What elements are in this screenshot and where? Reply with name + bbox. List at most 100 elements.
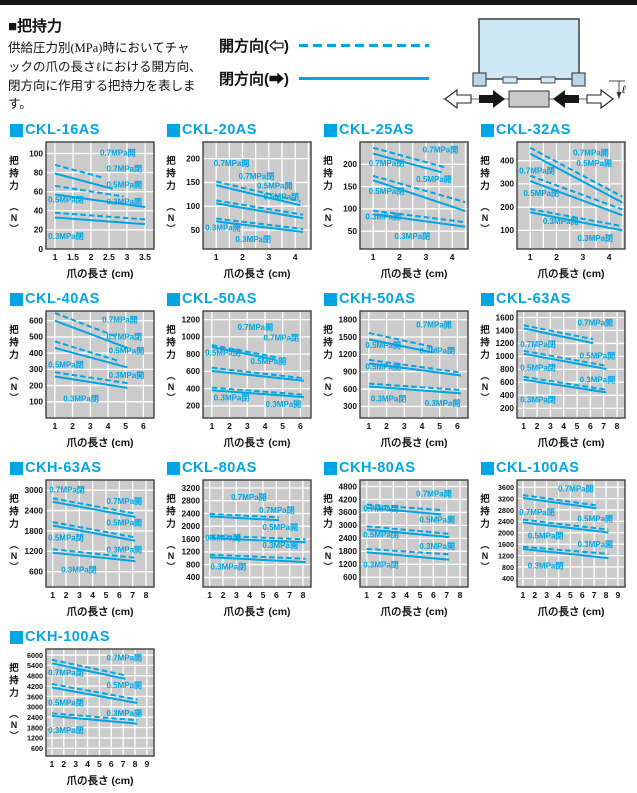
y-axis-label: 力 bbox=[166, 518, 176, 530]
series-label-0.5MPa開: 0.5MPa開 bbox=[106, 181, 142, 190]
y-tick-label: 4200 bbox=[339, 494, 358, 504]
x-tick-label: 1 bbox=[371, 252, 376, 262]
chart-CKL-63AS: CKL-63AS 0.7MPa開 0.7MPa閉 0.5MPa開 0.5MPa閉 0.3M… bbox=[477, 291, 632, 455]
series-line-0.5MPa開 bbox=[52, 521, 136, 539]
series-label-0.7MPa開: 0.7MPa開 bbox=[238, 323, 274, 332]
x-tick-label: 3 bbox=[125, 252, 130, 262]
series-line-0.7MPa閉 bbox=[54, 172, 113, 190]
series-label-0.7MPa閉: 0.7MPa閉 bbox=[519, 508, 555, 517]
series-line-0.3MPa開 bbox=[523, 375, 607, 391]
y-tick-label: 1800 bbox=[27, 723, 43, 732]
y-axis-unit: ︵ bbox=[165, 540, 175, 550]
y-tick-label: 1200 bbox=[339, 559, 358, 569]
chart-title-row: CKH-63AS bbox=[10, 460, 161, 476]
y-tick-label: 800 bbox=[186, 349, 200, 359]
y-tick-label: 1600 bbox=[498, 540, 514, 549]
y-axis-label: 力 bbox=[480, 349, 490, 361]
series-label-0.7MPa閉: 0.7MPa閉 bbox=[106, 165, 142, 174]
series-label-0.5MPa閉: 0.5MPa閉 bbox=[528, 531, 564, 540]
y-tick-label: 1200 bbox=[182, 314, 201, 324]
series-line-0.3MPa閉 bbox=[522, 548, 609, 560]
chart-title: CKL-40AS bbox=[25, 291, 100, 307]
y-axis-label: 力 bbox=[323, 349, 333, 361]
x-tick-label: 6 bbox=[274, 590, 279, 600]
x-tick-label: 2 bbox=[384, 421, 389, 431]
y-tick-label: 400 bbox=[29, 348, 43, 358]
series-label-0.3MPa開: 0.3MPa開 bbox=[425, 399, 461, 408]
series-line-0.5MPa閉 bbox=[372, 179, 466, 213]
section-title: ■把持力 bbox=[8, 18, 63, 35]
plot-border bbox=[202, 310, 312, 419]
x-tick-label: 4 bbox=[561, 421, 566, 431]
x-tick-label: 7 bbox=[601, 421, 606, 431]
y-axis-label: 持 bbox=[9, 337, 19, 349]
y-tick-label: 3200 bbox=[498, 494, 514, 503]
x-tick-label: 2 bbox=[227, 421, 232, 431]
series-label-0.3MPa閉: 0.3MPa閉 bbox=[48, 232, 84, 241]
x-tick-label: 4 bbox=[420, 421, 425, 431]
plot-border bbox=[45, 479, 155, 588]
x-axis-label: 爪の長さ (cm) bbox=[537, 437, 604, 449]
series-line-0.7MPa閉 bbox=[529, 152, 623, 204]
y-tick-label: 400 bbox=[186, 383, 200, 393]
series-label-0.7MPa開: 0.7MPa開 bbox=[100, 148, 136, 157]
x-tick-label: 9 bbox=[615, 590, 620, 600]
y-tick-label: 2800 bbox=[498, 506, 514, 515]
series-label-0.7MPa閉: 0.7MPa閉 bbox=[419, 346, 455, 355]
x-axis-label: 爪の長さ (cm) bbox=[223, 268, 290, 280]
y-tick-label: 1400 bbox=[496, 325, 515, 335]
y-tick-label: 1200 bbox=[27, 734, 43, 743]
series-line-0.5MPa閉 bbox=[211, 369, 305, 382]
series-label-0.3MPa閉: 0.3MPa閉 bbox=[48, 726, 84, 735]
series-label-0.5MPa閉: 0.5MPa閉 bbox=[205, 349, 241, 358]
series-label-0.7MPa開: 0.7MPa開 bbox=[106, 497, 142, 506]
series-label-0.5MPa開: 0.5MPa開 bbox=[580, 352, 616, 361]
chart-title-row: CKL-63AS bbox=[481, 291, 632, 307]
y-tick-label: 100 bbox=[186, 201, 200, 211]
series-line-0.5MPa開 bbox=[523, 349, 607, 367]
chart-title-row: CKL-100AS bbox=[481, 460, 632, 476]
series-line-0.7MPa開 bbox=[366, 503, 442, 512]
x-tick-label: 5 bbox=[261, 590, 266, 600]
x-tick-label: 1.5 bbox=[67, 252, 79, 262]
y-axis-label: 持 bbox=[9, 506, 19, 518]
y-axis-label: 持 bbox=[9, 168, 19, 180]
series-label-0.5MPa開: 0.5MPa開 bbox=[419, 515, 455, 524]
series-line-0.7MPa開 bbox=[523, 324, 594, 341]
y-tick-label: 200 bbox=[343, 159, 357, 169]
header-text: ■把持力 供給圧力別(MPa)時においてチャ ックの爪の長さℓにおける開方向、 … bbox=[8, 15, 207, 114]
chart-canvas: 0.7MPa開 0.7MPa閉 0.5MPa開 0.5MPa閉 0.3MPa開 0.3MP… bbox=[8, 310, 155, 449]
series-line-0.3MPa閉 bbox=[52, 551, 136, 563]
series-label-0.5MPa閉: 0.5MPa閉 bbox=[48, 698, 84, 707]
y-axis-unit: ︶ bbox=[165, 223, 175, 234]
chart-title: CKL-20AS bbox=[182, 122, 257, 138]
y-tick-label: 500 bbox=[29, 332, 43, 342]
series-label-0.7MPa閉: 0.7MPa閉 bbox=[49, 485, 85, 494]
y-axis-label: 把 bbox=[166, 324, 176, 336]
y-axis-label: 把 bbox=[480, 155, 490, 167]
chart-CKL-80AS: CKL-80AS 0.7MPa開 0.7MPa閉 0.5MPa開 0.5MPa閉 0.3M… bbox=[163, 460, 318, 624]
dimension-label: ℓ bbox=[621, 84, 626, 96]
series-label-0.3MPa閉: 0.3MPa閉 bbox=[235, 235, 271, 244]
y-axis-unit: ︵ bbox=[322, 540, 332, 550]
series-line-0.7MPa閉 bbox=[52, 500, 136, 519]
series-line-0.3MPa開 bbox=[52, 548, 136, 559]
series-label-0.5MPa閉: 0.5MPa閉 bbox=[263, 192, 299, 201]
chart-CKL-16AS: CKL-16AS 0.7MPa開 0.7MPa閉 0.5MPa開 0.5MPa閉 0.3M… bbox=[6, 122, 161, 286]
series-label-0.7MPa開: 0.7MPa開 bbox=[214, 159, 250, 168]
series-label-0.3MPa閉: 0.3MPa閉 bbox=[577, 234, 613, 243]
y-tick-label: 600 bbox=[343, 384, 357, 394]
y-axis-unit: N bbox=[11, 213, 18, 223]
series-line-0.3MPa開 bbox=[211, 386, 304, 396]
section-description: 供給圧力別(MPa)時においてチャ ックの爪の長さℓにおける開方向、 閉方向に作… bbox=[8, 41, 202, 112]
chart-canvas: 0.7MPa開 0.7MPa閉 0.5MPa開 0.5MPa閉 0.3MPa開 0.3MP… bbox=[8, 479, 155, 618]
chart-title-row: CKL-16AS bbox=[10, 122, 161, 138]
x-axis-label: 爪の長さ (cm) bbox=[380, 437, 447, 449]
y-axis-label: 把 bbox=[9, 155, 19, 167]
chart-CKH-80AS: CKH-80AS 0.7MPa開 0.7MPa閉 0.5MPa開 0.5MPa閉 0.3M… bbox=[320, 460, 475, 624]
y-axis-label: 持 bbox=[323, 168, 333, 180]
x-tick-label: 7 bbox=[592, 590, 597, 600]
x-tick-label: 1 bbox=[528, 252, 533, 262]
x-tick-label: 3 bbox=[234, 590, 239, 600]
y-axis-label: 持 bbox=[323, 337, 333, 349]
